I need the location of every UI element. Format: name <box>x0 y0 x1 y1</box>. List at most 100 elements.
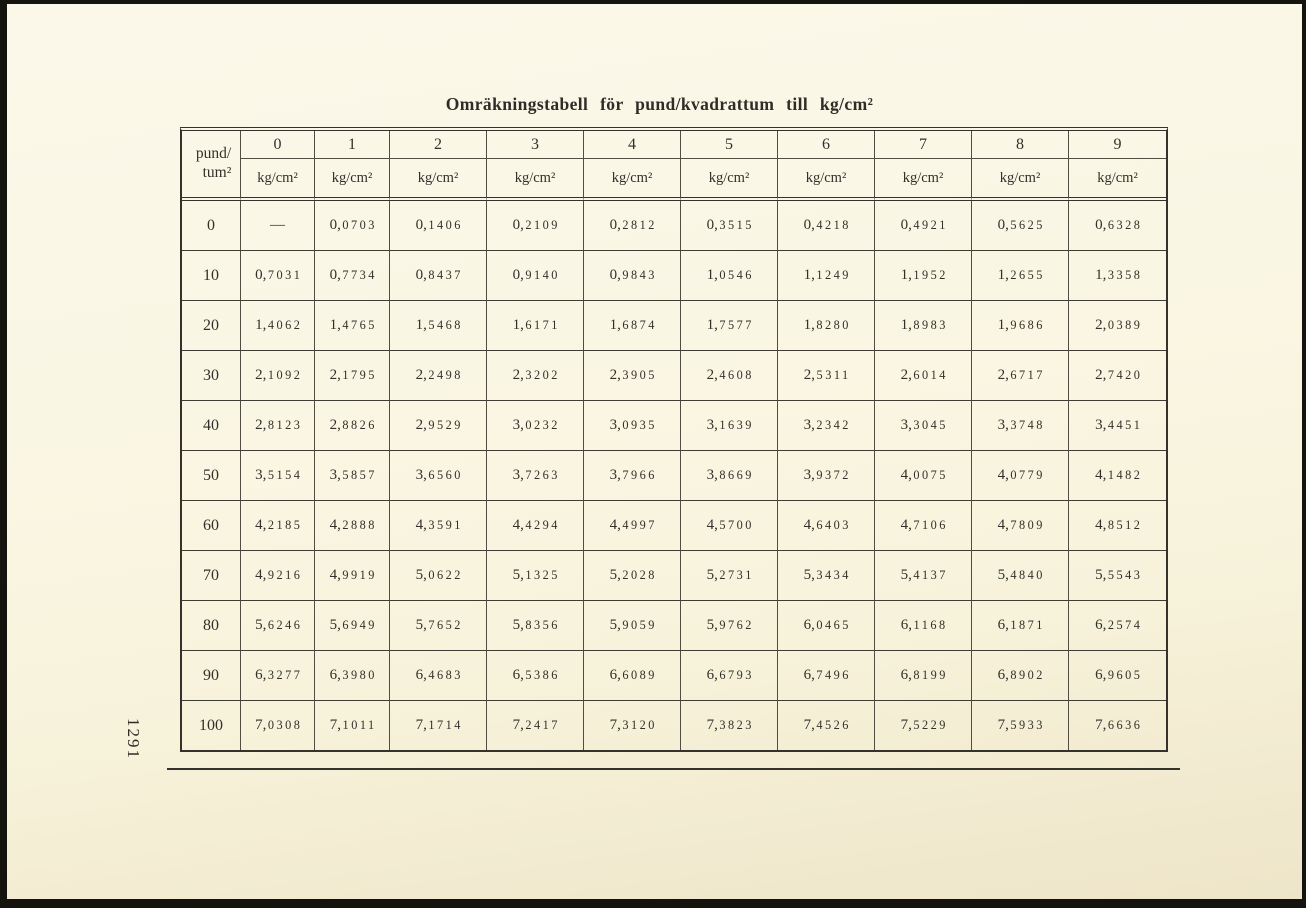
value-cell: — <box>241 201 315 251</box>
table-row: 30 2, 1092 2, 1795 2, 2498 2, 3202 2, 3905 2, 4608 2,… <box>182 351 1166 401</box>
value-cell: 0, 1406 <box>390 201 487 251</box>
value-cell: 7, 4526 <box>778 701 875 750</box>
table-row: 50 3, 5154 3, 5857 3, 6560 3, 7263 3, 7966 3, 8669 3,… <box>182 451 1166 501</box>
unit-header: kg/cm² <box>875 159 972 201</box>
value-cell: 2, 5311 <box>778 351 875 401</box>
unit-header: kg/cm² <box>390 159 487 201</box>
value-cell: 5, 2731 <box>681 551 778 601</box>
table-bottom-rule <box>167 768 1180 770</box>
value-cell: 2, 3202 <box>487 351 584 401</box>
value-cell: 2, 8123 <box>241 401 315 451</box>
unit-header: kg/cm² <box>241 159 315 201</box>
value-cell: 6, 8199 <box>875 651 972 701</box>
row-label: 50 <box>182 451 241 501</box>
value-cell: 3, 9372 <box>778 451 875 501</box>
value-cell: 2, 8826 <box>315 401 390 451</box>
value-cell: 1, 1952 <box>875 251 972 301</box>
value-cell: 1, 8280 <box>778 301 875 351</box>
value-cell: 5, 4840 <box>972 551 1069 601</box>
value-cell: 7, 0308 <box>241 701 315 750</box>
value-cell: 1, 4765 <box>315 301 390 351</box>
value-cell: 4, 3591 <box>390 501 487 551</box>
value-cell: 5, 7652 <box>390 601 487 651</box>
table-row: 20 1, 4062 1, 4765 1, 5468 1, 6171 1, 6874 1, 7577 1,… <box>182 301 1166 351</box>
empty-value-dash: — <box>270 217 285 233</box>
value-cell: 0, 8437 <box>390 251 487 301</box>
value-cell: 2, 4608 <box>681 351 778 401</box>
unit-header: kg/cm² <box>487 159 584 201</box>
value-cell: 2, 2498 <box>390 351 487 401</box>
value-cell: 1, 8983 <box>875 301 972 351</box>
column-header: 5 <box>681 131 778 159</box>
value-cell: 2, 1092 <box>241 351 315 401</box>
value-cell: 2, 6014 <box>875 351 972 401</box>
value-cell: 0, 2109 <box>487 201 584 251</box>
value-cell: 6, 8902 <box>972 651 1069 701</box>
value-cell: 0, 9140 <box>487 251 584 301</box>
value-cell: 7, 3823 <box>681 701 778 750</box>
row-label: 70 <box>182 551 241 601</box>
column-header: 4 <box>584 131 681 159</box>
column-header: 7 <box>875 131 972 159</box>
value-cell: 4, 1482 <box>1069 451 1166 501</box>
value-cell: 7, 3120 <box>584 701 681 750</box>
value-cell: 0, 3515 <box>681 201 778 251</box>
value-cell: 7, 6636 <box>1095 717 1143 733</box>
value-cell: 3, 5154 <box>241 451 315 501</box>
table-row: 90 6, 3277 6, 3980 6, 4683 6, 5386 6, 6089 6, 6793 6,… <box>182 651 1166 701</box>
table-row: 70 4, 9216 4, 9919 5, 0622 5, 1325 5, 2028 5, 2731 5,… <box>182 551 1166 601</box>
value-cell: 5, 2028 <box>584 551 681 601</box>
value-cell: 4, 5700 <box>681 501 778 551</box>
value-cell: 5, 3434 <box>778 551 875 601</box>
value-cell: 5, 6246 <box>241 601 315 651</box>
value-cell: 2, 9529 <box>390 401 487 451</box>
value-cell: 0, 2812 <box>584 201 681 251</box>
column-header: 8 <box>972 131 1069 159</box>
row-label: 0 <box>182 201 241 251</box>
value-cell: 7, 5933 <box>972 701 1069 750</box>
value-cell: 6, 0465 <box>778 601 875 651</box>
unit-header: kg/cm² <box>1069 159 1166 201</box>
value-cell: 0, 7734 <box>315 251 390 301</box>
value-cell: 1, 5468 <box>390 301 487 351</box>
value-cell: 3, 5857 <box>315 451 390 501</box>
value-cell: 3, 0232 <box>487 401 584 451</box>
value-cell: 4, 2185 <box>241 501 315 551</box>
value-cell: 5, 4137 <box>875 551 972 601</box>
row-label: 20 <box>182 301 241 351</box>
value-cell: 3, 6560 <box>390 451 487 501</box>
column-header: 9 <box>1069 131 1166 159</box>
row-label: 10 <box>182 251 241 301</box>
value-cell: 4, 4997 <box>584 501 681 551</box>
column-header: 6 <box>778 131 875 159</box>
value-cell: 1, 1249 <box>778 251 875 301</box>
value-cell: 5, 9762 <box>681 601 778 651</box>
value-cell: 6, 6793 <box>681 651 778 701</box>
row-label: 30 <box>182 351 241 401</box>
row-label: 80 <box>182 601 241 651</box>
value-cell: 5, 1325 <box>487 551 584 601</box>
value-cell: 0, 4921 <box>875 201 972 251</box>
corner-header: pund/ tum² <box>182 131 241 201</box>
value-cell: 7, 1011 <box>315 701 390 750</box>
row-label: 90 <box>182 651 241 701</box>
value-cell: 4, 9216 <box>241 551 315 601</box>
value-cell: 2, 1795 <box>315 351 390 401</box>
column-header: 3 <box>487 131 584 159</box>
value-cell: 4, 7809 <box>972 501 1069 551</box>
row-label: 100 <box>182 701 241 750</box>
value-cell: 0, 5625 <box>972 201 1069 251</box>
page-number: 1291 <box>124 718 143 760</box>
value-cell: 6, 9605 <box>1069 651 1166 701</box>
table-row: 0—0, 0703 0, 1406 0, 2109 0, 2812 0, 3515 0, 4218 0,… <box>182 201 1166 251</box>
value-cell: 3, 3045 <box>875 401 972 451</box>
value-cell: 3, 2342 <box>778 401 875 451</box>
value-cell: 1, 9686 <box>972 301 1069 351</box>
value-cell: 6, 4683 <box>390 651 487 701</box>
value-cell: 7, 1714 <box>390 701 487 750</box>
value-cell: 5, 9059 <box>584 601 681 651</box>
value-cell: 6, 1168 <box>875 601 972 651</box>
table-row: 40 2, 8123 2, 8826 2, 9529 3, 0232 3, 0935 3, 1639 3,… <box>182 401 1166 451</box>
value-cell: 3, 1639 <box>681 401 778 451</box>
